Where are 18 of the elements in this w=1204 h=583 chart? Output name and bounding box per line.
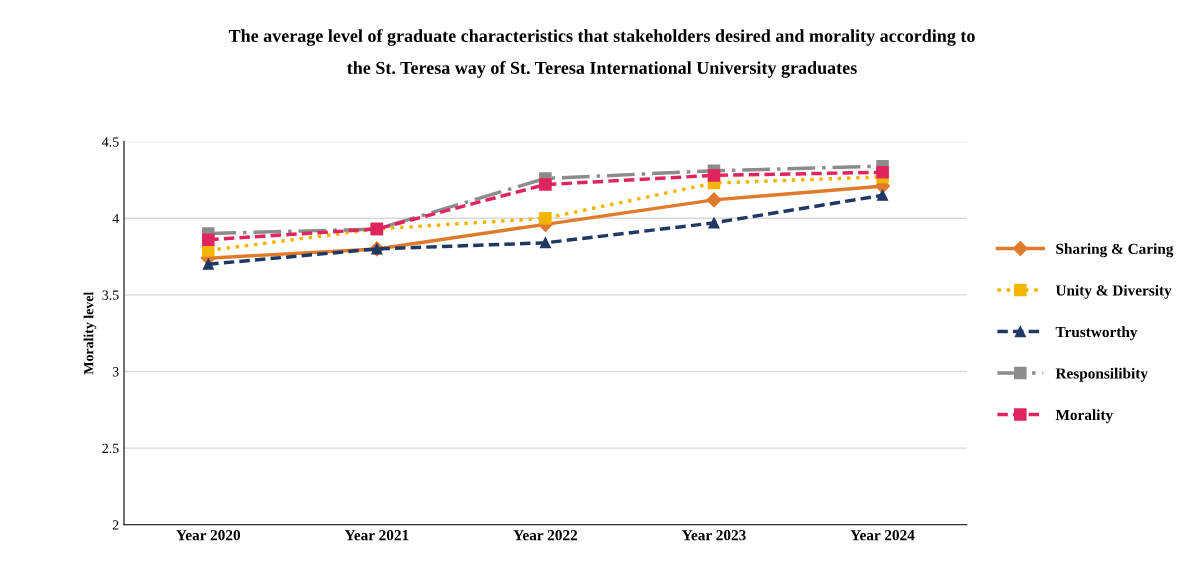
chart-title: The average level of graduate characteristics that stakeholders desired and morality according to the St. Teresa way of St. Teresa International University graduates bbox=[228, 29, 975, 78]
y-tick-label: 2 bbox=[112, 520, 119, 530]
y-tick-label: 2.5 bbox=[102, 443, 119, 454]
y-tick-label: 3 bbox=[112, 367, 119, 377]
x-tick-label: Year 2022 bbox=[513, 530, 578, 541]
y-tick-label: 4 bbox=[112, 213, 119, 224]
x-tick-label: Year 2024 bbox=[850, 530, 915, 541]
x-tick-label: Year 2021 bbox=[344, 530, 409, 541]
y-tick-label: 4.5 bbox=[102, 137, 119, 147]
legend-label: Morality bbox=[1055, 409, 1114, 424]
legend-label: Sharing & Caring bbox=[1056, 243, 1174, 258]
legend-label: Responsilibity bbox=[1055, 367, 1148, 382]
y-axis-title: Morality level bbox=[83, 291, 97, 375]
y-tick-label: 3.5 bbox=[102, 290, 119, 300]
legend-label: Unity & Diversity bbox=[1055, 284, 1172, 299]
x-tick-label: Year 2020 bbox=[176, 530, 241, 541]
x-tick-label: Year 2023 bbox=[681, 530, 746, 541]
legend-label: Trustworthy bbox=[1055, 326, 1138, 341]
